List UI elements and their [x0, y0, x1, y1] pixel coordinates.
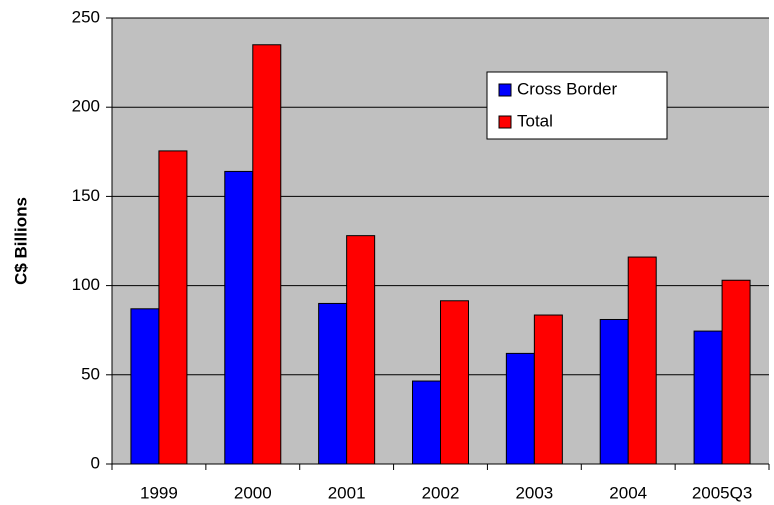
- bar: [440, 300, 469, 465]
- y-tick-label: 200: [72, 97, 100, 116]
- bar: [505, 352, 535, 465]
- x-tick-label: 2003: [515, 483, 553, 502]
- x-tick-label: 2005Q3: [692, 483, 753, 502]
- legend-label: Cross Border: [517, 79, 617, 98]
- bar: [158, 150, 188, 465]
- legend-label: Total: [517, 111, 553, 130]
- bar: [346, 235, 376, 465]
- bar: [224, 170, 254, 465]
- bar: [533, 314, 563, 465]
- y-tick-label: 250: [72, 7, 100, 26]
- bar: [599, 318, 629, 465]
- bar: [627, 256, 657, 465]
- x-tick-label: 2004: [609, 483, 647, 502]
- bar: [252, 44, 282, 465]
- bar: [693, 330, 723, 465]
- bar: [721, 279, 751, 465]
- y-tick-label: 150: [72, 186, 100, 205]
- bar: [412, 380, 441, 465]
- x-tick-label: 1999: [140, 483, 178, 502]
- legend-swatch: [498, 83, 512, 97]
- legend-swatch: [498, 115, 512, 129]
- bar: [318, 302, 348, 465]
- x-tick-label: 2000: [234, 483, 272, 502]
- y-tick-label: 100: [72, 275, 100, 294]
- legend: [486, 71, 668, 140]
- x-tick-label: 2002: [422, 483, 460, 502]
- y-tick-label: 50: [81, 364, 100, 383]
- bar: [130, 308, 160, 465]
- x-tick-label: 2001: [328, 483, 366, 502]
- y-tick-label: 0: [91, 453, 100, 472]
- y-axis-title: C$ Billions: [11, 197, 30, 285]
